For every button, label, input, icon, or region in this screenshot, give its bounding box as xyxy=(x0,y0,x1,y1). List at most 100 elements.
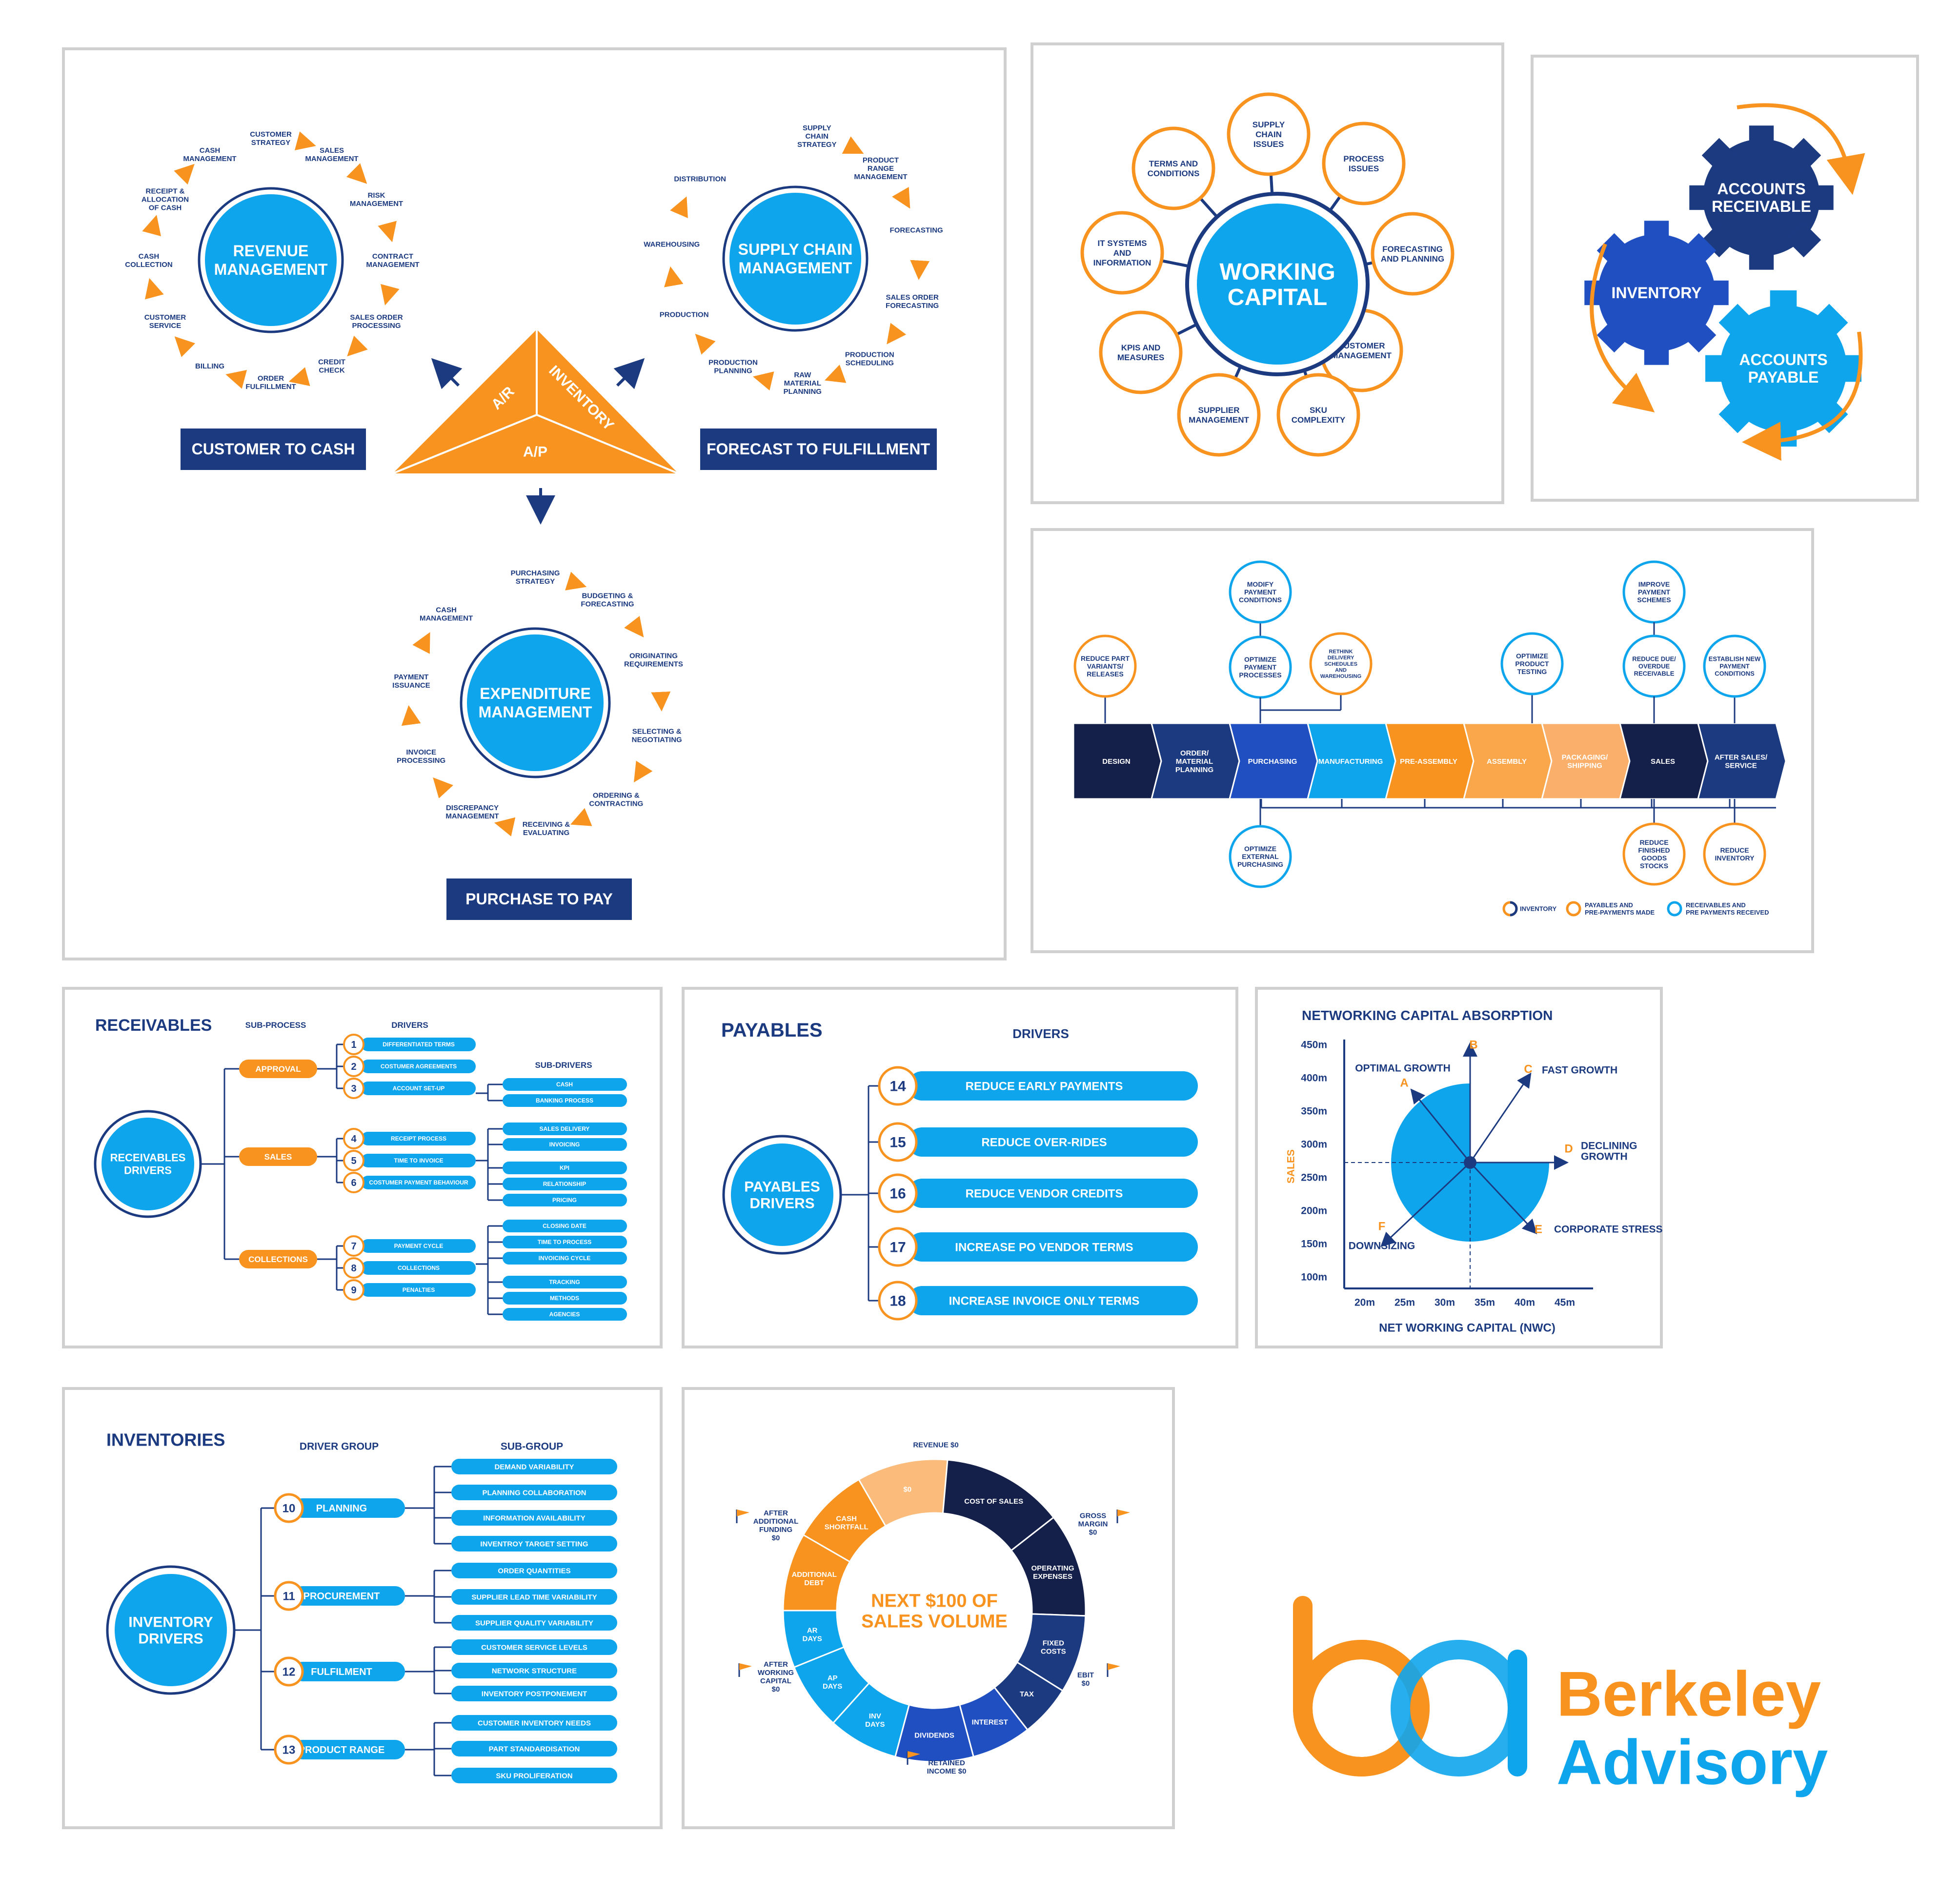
chart-y-tick: 450m xyxy=(1301,1039,1327,1050)
inventories-subgroup-label: DEMAND VARIABILITY xyxy=(494,1463,574,1471)
donut-outer-label: AFTER WORKING CAPITAL $0 xyxy=(758,1660,794,1694)
gear-ap xyxy=(1705,290,1862,447)
inventories-subgroup-pill xyxy=(451,1663,617,1678)
chart-scenario-letter: F xyxy=(1378,1220,1386,1233)
expenditure-arrow xyxy=(565,572,587,591)
chart-scenario-letter: E xyxy=(1535,1223,1542,1236)
receivables-subdriver-label: SALES DELIVERY xyxy=(540,1125,590,1132)
gear-inventory-label: INVENTORY xyxy=(1612,284,1702,302)
inventories-subgroup-pill xyxy=(451,1589,617,1605)
receivables-group-label: APPROVAL xyxy=(255,1064,301,1074)
chain-circle-reduce-inv-label: REDUCE INVENTORY xyxy=(1715,846,1755,862)
inventories-header-group: DRIVER GROUP xyxy=(300,1441,379,1452)
legend-inventory-icon-half xyxy=(1510,901,1518,917)
wc-satellite-label: KPIS AND MEASURES xyxy=(1117,343,1164,362)
wc-satellite-label: PROCESS ISSUES xyxy=(1343,154,1384,173)
chain-step-label: PACKAGING/SHIPPING xyxy=(1562,753,1609,770)
inventories-group-label: FULFILMENT xyxy=(311,1667,372,1677)
chart-x-label: NET WORKING CAPITAL (NWC) xyxy=(1379,1321,1556,1334)
donut-outer-label: EBIT $0 xyxy=(1077,1671,1094,1688)
receivables-driver-label: COSTUMER PAYMENT BEHAVIOUR xyxy=(369,1179,468,1186)
inventories-group-badge xyxy=(274,1581,304,1611)
gear-ar xyxy=(1689,125,1834,270)
triangle xyxy=(393,329,678,473)
supply-chain-item: PRODUCTION xyxy=(660,311,709,319)
chain-step-label: AFTER SALES/SERVICE xyxy=(1715,753,1768,770)
gear-arrow-top xyxy=(1737,103,1865,195)
revenue-arrow xyxy=(174,163,195,185)
payables-center-label: PAYABLES DRIVERS xyxy=(744,1179,820,1212)
supply-chain-arrow xyxy=(910,260,930,280)
chart-x-tick: 40m xyxy=(1515,1297,1535,1308)
receivables-driver-pill xyxy=(361,1154,476,1167)
chain-step-label: ASSEMBLY xyxy=(1487,757,1527,766)
inventories-group-badge xyxy=(274,1735,304,1765)
gear-ap-body xyxy=(1720,305,1847,432)
receivables-driver-number: 4 xyxy=(351,1134,357,1144)
gear-inventory-tooth xyxy=(1704,280,1729,306)
receivables-subdriver-label: PRICING xyxy=(552,1197,577,1204)
flag-icon xyxy=(1117,1510,1130,1516)
supply-chain-item: WAREHOUSING xyxy=(644,241,700,249)
receivables-title: RECEIVABLES xyxy=(95,1016,212,1035)
receivables-subdriver-pill xyxy=(503,1194,627,1206)
receivables-driver-number: 3 xyxy=(351,1083,356,1094)
payables-driver-label: REDUCE EARLY PAYMENTS xyxy=(966,1080,1123,1093)
legend-receivables-icon xyxy=(1667,901,1682,917)
revenue-arrow xyxy=(145,278,164,300)
chart-vector xyxy=(1380,1162,1471,1247)
wc-center-label: WORKING CAPITAL xyxy=(1219,259,1335,310)
receivables-subdriver-label: AGENCIES xyxy=(549,1311,580,1318)
payables-driver-pill xyxy=(908,1071,1198,1101)
revenue-item: CASH COLLECTION xyxy=(125,252,173,269)
chart-scenario-label: CORPORATE STRESS xyxy=(1554,1224,1662,1235)
receivables-driver-badge xyxy=(343,1078,364,1099)
receivables-driver-pill xyxy=(361,1132,476,1145)
inventories-group-number: 13 xyxy=(283,1743,296,1756)
flag-icon xyxy=(739,1663,752,1670)
gear-inventory xyxy=(1584,221,1729,365)
inventories-subgroup-label: SUPPLIER QUALITY VARIABILITY xyxy=(475,1619,593,1627)
donut-outer-label: GROSS MARGIN $0 xyxy=(1078,1511,1108,1536)
expenditure-arrow xyxy=(401,705,421,726)
chain-circle-opt-ext xyxy=(1229,825,1292,888)
receivables-driver-pill xyxy=(361,1082,476,1095)
receivables-driver-number: 6 xyxy=(351,1178,356,1188)
expenditure-item: RECEIVING & EVALUATING xyxy=(523,820,570,837)
inventories-subgroup-label: PART STANDARDISATION xyxy=(489,1745,580,1753)
donut-segment-label: INV DAYS xyxy=(865,1712,885,1729)
expenditure-arrow xyxy=(494,817,516,837)
donut-segment-label: $0 xyxy=(903,1485,911,1493)
receivables-driver-number: 2 xyxy=(351,1061,356,1072)
chart-scenario-letter: B xyxy=(1469,1038,1477,1051)
gear-ap-tooth xyxy=(1835,355,1862,382)
inventories-subgroup-label: INFORMATION AVAILABILITY xyxy=(483,1514,585,1522)
gear-ap-tooth xyxy=(1705,355,1732,382)
donut-segment-label: FIXED COSTS xyxy=(1041,1639,1066,1655)
inventories-group-number: 10 xyxy=(283,1502,296,1515)
chart-title: NETWORKING CAPITAL ABSORPTION xyxy=(1302,1008,1553,1023)
inventories-title: INVENTORIES xyxy=(106,1430,225,1450)
receivables-subdriver-pill xyxy=(503,1308,627,1321)
revenue-item: RISK MANAGEMENT xyxy=(350,191,403,208)
receivables-subdriver-label: TRACKING xyxy=(549,1279,580,1286)
chain-circle-reduce-part-label: REDUCE PART VARIANTS/RELEASES xyxy=(1081,654,1130,678)
receivables-subdriver-pill xyxy=(503,1094,627,1107)
supply-chain-arrow xyxy=(695,333,716,355)
inventories-group-label: PLANNING xyxy=(316,1503,367,1514)
receivables-driver-number: 1 xyxy=(351,1040,356,1050)
payables-driver-badge xyxy=(878,1173,918,1213)
donut-segment-label: INTEREST xyxy=(972,1718,1008,1726)
logo-text-berkeley: Berkeley xyxy=(1556,1658,1821,1730)
gear-inventory-tooth xyxy=(1681,233,1717,268)
supply-chain-arrow xyxy=(824,365,847,383)
receivables-driver-label: RECEIPT PROCESS xyxy=(391,1135,446,1142)
revenue-item: ORDER FULFILLMENT xyxy=(245,374,296,391)
receivables-driver-label: PAYMENT CYCLE xyxy=(394,1243,444,1249)
revenue-arrow xyxy=(381,284,400,306)
flag-icon xyxy=(908,1751,920,1758)
receivables-driver-number: 7 xyxy=(351,1241,356,1252)
receivables-driver-badge xyxy=(343,1150,364,1171)
receivables-driver-number: 8 xyxy=(351,1263,356,1274)
chain-circle-rethink xyxy=(1309,632,1373,695)
